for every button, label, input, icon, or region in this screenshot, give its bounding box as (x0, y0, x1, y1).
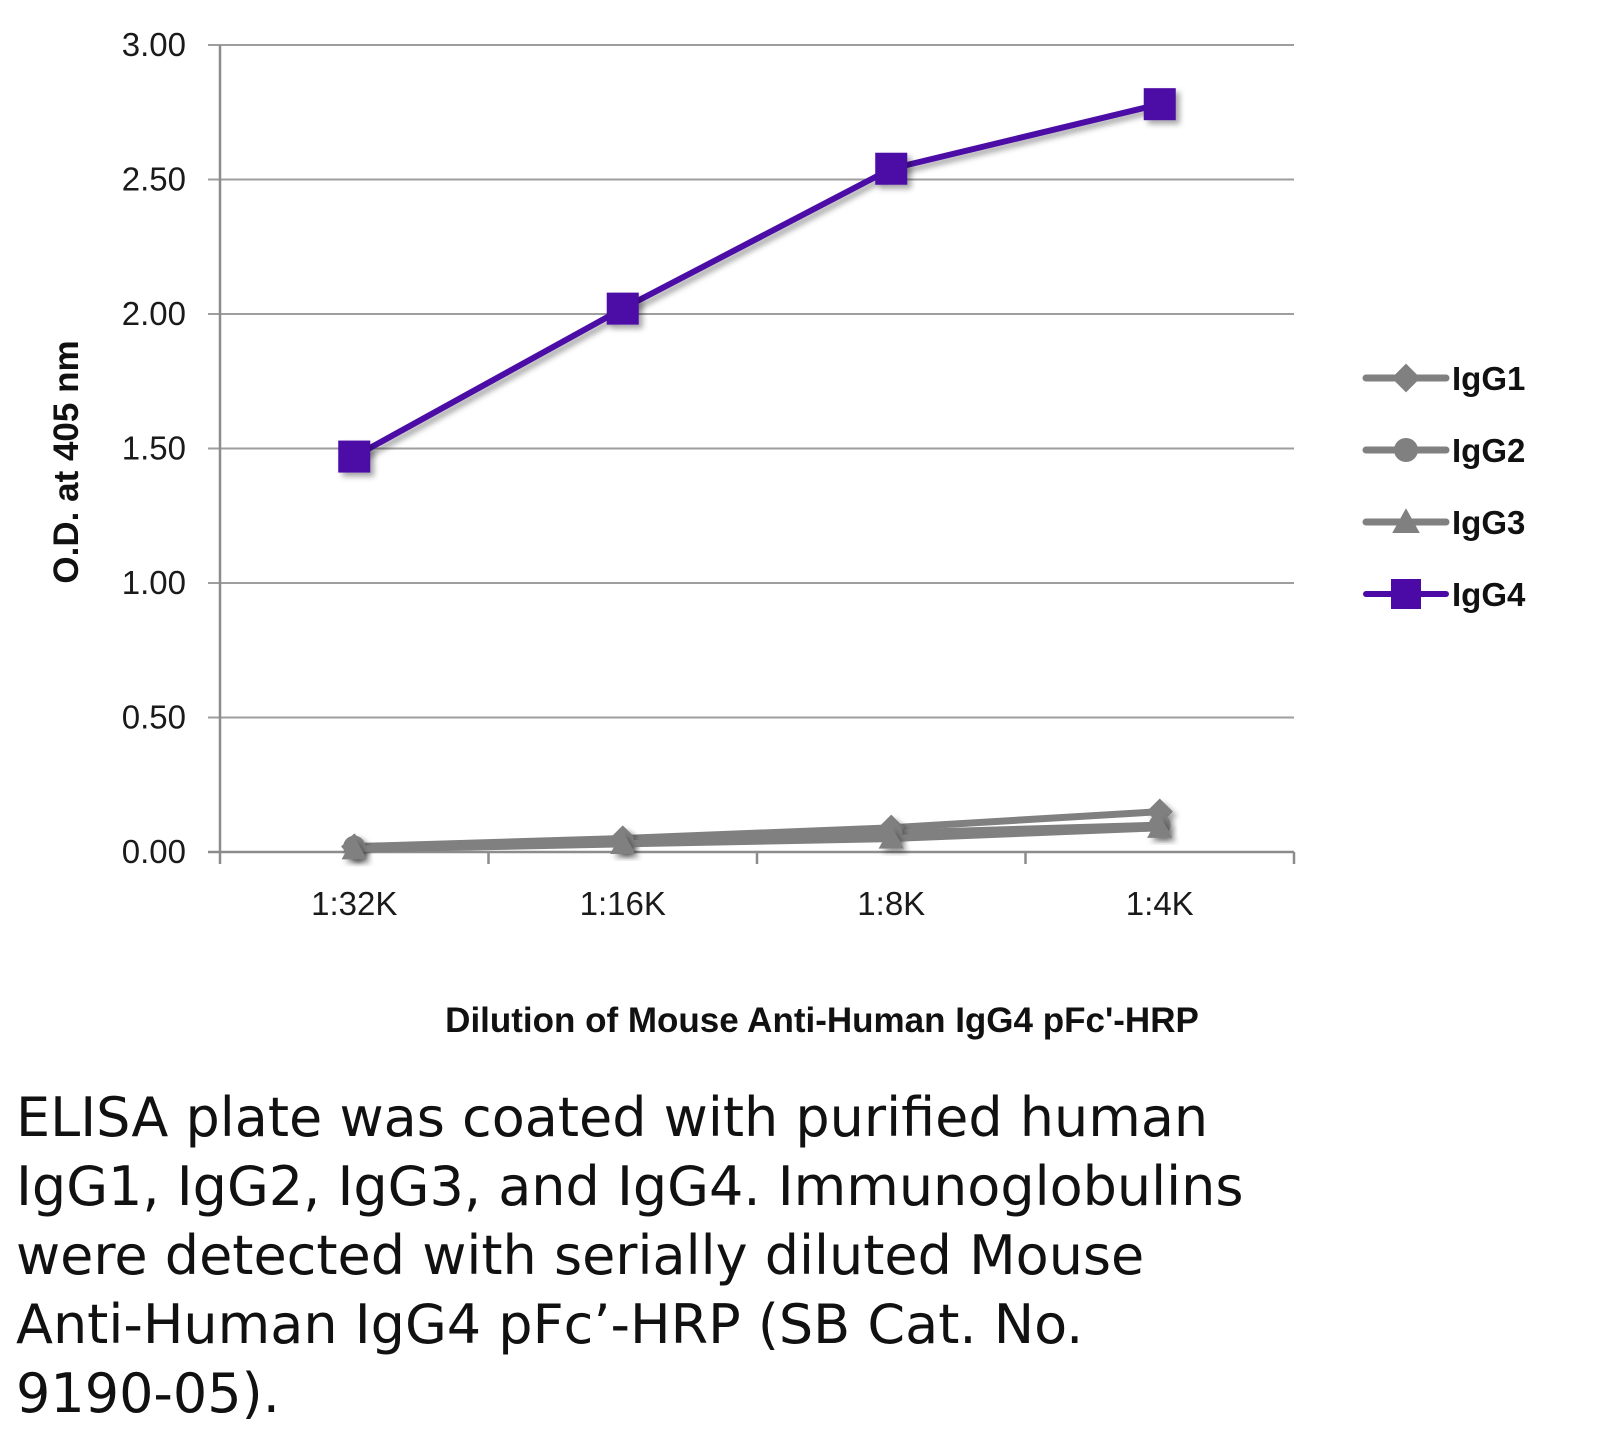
y-tick-label: 2.00 (122, 295, 186, 332)
legend-swatch-marker (1394, 438, 1418, 462)
data-point-igg4 (338, 440, 371, 473)
legend-label: IgG2 (1452, 432, 1525, 469)
x-axis-title: Dilution of Mouse Anti-Human IgG4 pFc'-H… (445, 1001, 1199, 1040)
data-point-igg3 (878, 825, 904, 849)
series-igg3 (341, 815, 1173, 860)
series-line-igg4 (351, 101, 1163, 460)
legend: IgG1 IgG2 IgG3 IgG4 (1362, 360, 1526, 613)
y-axis-title: O.D. at 405 nm (47, 340, 86, 583)
legend-swatch-marker (1392, 508, 1420, 534)
data-point-igg4 (1143, 88, 1176, 121)
y-tick-label: 2.50 (122, 161, 186, 198)
data-point-igg3 (341, 836, 367, 860)
data-point-igg4 (875, 152, 908, 185)
axes: 0.00 0.50 1.00 1.50 2.00 2.50 3.00 1:32K 1:16K 1:… (122, 26, 1296, 922)
legend-item-igg2: IgG2 (1362, 432, 1525, 469)
x-tick-label: 1:32K (311, 885, 397, 922)
data-point-igg3 (1147, 815, 1173, 838)
legend-item-igg3: IgG3 (1362, 504, 1525, 541)
legend-label: IgG4 (1452, 576, 1526, 613)
legend-swatch-marker (1391, 363, 1421, 393)
legend-item-igg1: IgG1 (1362, 360, 1525, 397)
y-tick-label: 3.00 (122, 26, 186, 63)
y-tick-label: 0.50 (122, 699, 186, 736)
figure-caption: ELISA plate was coated with purified hum… (16, 1086, 1244, 1425)
series-plot-area (338, 88, 1176, 860)
series-igg4 (338, 88, 1176, 473)
gridlines (208, 44, 1294, 854)
data-point-igg3 (610, 831, 636, 855)
legend-label: IgG1 (1452, 360, 1525, 397)
x-tick-label: 1:16K (580, 885, 666, 922)
legend-item-igg4: IgG4 (1363, 576, 1526, 613)
x-tick-label: 1:8K (857, 885, 925, 922)
chart-canvas: 0.00 0.50 1.00 1.50 2.00 2.50 3.00 1:32K 1:16K 1:… (47, 26, 1526, 1040)
legend-label: IgG3 (1452, 504, 1525, 541)
y-tick-label: 1.00 (122, 564, 186, 601)
legend-swatch-marker (1391, 579, 1421, 609)
series-line-igg3 (350, 824, 1164, 853)
data-point-igg4 (606, 292, 639, 325)
y-tick-label: 0.00 (122, 833, 186, 870)
elisa-line-chart: 0.00 0.50 1.00 1.50 2.00 2.50 3.00 1:32K 1:16K 1:… (47, 26, 1526, 1040)
x-tick-label: 1:4K (1126, 885, 1194, 922)
y-tick-label: 1.50 (122, 430, 186, 467)
